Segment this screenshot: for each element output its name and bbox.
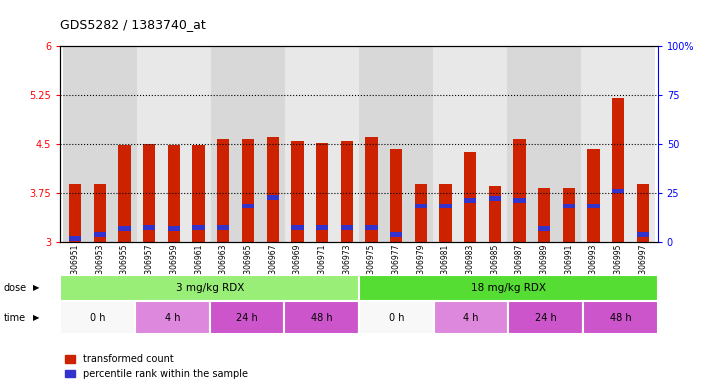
Bar (488, 187, 501, 242)
Bar (119, 145, 131, 242)
Bar (193, 145, 205, 242)
Bar (359, 46, 433, 242)
Bar (390, 149, 402, 242)
Bar (415, 184, 427, 242)
Bar (359, 275, 658, 301)
Bar (341, 225, 353, 230)
Bar (217, 139, 230, 242)
Bar (636, 184, 649, 242)
Bar (583, 301, 658, 334)
Bar (69, 184, 82, 242)
Bar (439, 184, 451, 242)
Bar (434, 301, 508, 334)
Bar (193, 225, 205, 230)
Bar (292, 141, 304, 242)
Bar (137, 46, 211, 242)
Bar (168, 227, 180, 231)
Text: GDS5282 / 1383740_at: GDS5282 / 1383740_at (60, 18, 206, 31)
Bar (242, 139, 254, 242)
Bar (359, 301, 434, 334)
Text: ▶: ▶ (33, 283, 39, 293)
Bar (508, 301, 583, 334)
Bar (433, 46, 507, 242)
Text: 24 h: 24 h (236, 313, 258, 323)
Bar (581, 46, 656, 242)
Text: 48 h: 48 h (311, 313, 333, 323)
Text: time: time (4, 313, 26, 323)
Text: 18 mg/kg RDX: 18 mg/kg RDX (471, 283, 546, 293)
Bar (135, 301, 210, 334)
Bar (365, 225, 378, 230)
Text: 4 h: 4 h (165, 313, 180, 323)
Bar (168, 145, 180, 242)
Bar (562, 204, 575, 209)
Bar (316, 143, 328, 242)
Bar (285, 46, 359, 242)
Bar (587, 149, 599, 242)
Bar (63, 46, 137, 242)
Bar (211, 46, 285, 242)
Bar (284, 301, 359, 334)
Bar (587, 204, 599, 209)
Bar (94, 184, 106, 242)
Bar (267, 137, 279, 242)
Bar (316, 225, 328, 230)
Bar (267, 195, 279, 200)
Text: dose: dose (4, 283, 27, 293)
Bar (60, 301, 135, 334)
Bar (464, 152, 476, 242)
Text: 3 mg/kg RDX: 3 mg/kg RDX (176, 283, 244, 293)
Bar (636, 232, 649, 237)
Text: 24 h: 24 h (535, 313, 557, 323)
Bar (612, 98, 624, 242)
Bar (143, 225, 156, 230)
Bar (119, 227, 131, 231)
Bar (292, 225, 304, 230)
Bar (562, 188, 575, 242)
Text: 0 h: 0 h (90, 313, 105, 323)
Text: 0 h: 0 h (389, 313, 404, 323)
Text: ▶: ▶ (33, 313, 39, 322)
Bar (513, 199, 525, 203)
Bar (513, 139, 525, 242)
Bar (390, 232, 402, 237)
Bar (538, 188, 550, 242)
Bar (94, 232, 106, 237)
Bar (464, 199, 476, 203)
Bar (210, 301, 284, 334)
Bar (507, 46, 581, 242)
Text: 4 h: 4 h (464, 313, 479, 323)
Bar (60, 275, 359, 301)
Text: 48 h: 48 h (609, 313, 631, 323)
Bar (143, 144, 156, 242)
Bar (538, 227, 550, 231)
Bar (217, 225, 230, 230)
Legend: transformed count, percentile rank within the sample: transformed count, percentile rank withi… (65, 354, 248, 379)
Bar (439, 204, 451, 209)
Bar (415, 204, 427, 209)
Bar (242, 204, 254, 209)
Bar (341, 141, 353, 242)
Bar (365, 137, 378, 242)
Bar (612, 189, 624, 194)
Bar (488, 196, 501, 201)
Bar (69, 236, 82, 241)
